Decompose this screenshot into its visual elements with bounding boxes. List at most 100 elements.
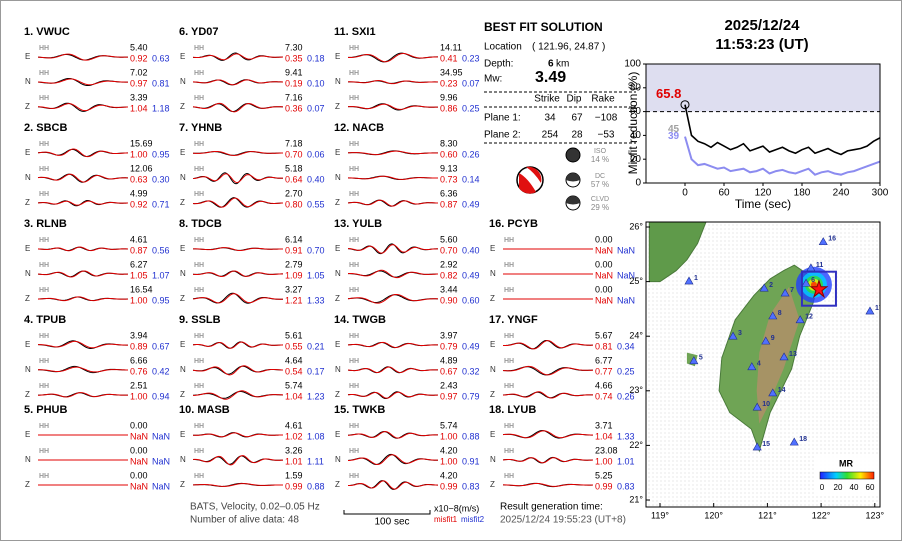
component-label: E bbox=[25, 52, 30, 61]
station-title: 1. VWUC bbox=[24, 26, 70, 38]
misfit2: 0.49 bbox=[462, 270, 480, 280]
component-label: E bbox=[335, 340, 340, 349]
station-label: 5 bbox=[699, 355, 703, 362]
lon-tick-label: 122° bbox=[812, 510, 831, 520]
colorbar-tick-label: 40 bbox=[850, 483, 859, 492]
channel-label: HH bbox=[39, 237, 49, 244]
misfit2: 0.83 bbox=[462, 481, 480, 491]
synthetic-trace bbox=[37, 392, 129, 398]
misfit1: 0.23 bbox=[440, 78, 458, 88]
channel-label: HH bbox=[194, 383, 204, 390]
amplitude: 7.02 bbox=[130, 67, 148, 77]
synthetic-trace bbox=[192, 53, 284, 61]
misfit1: 0.99 bbox=[285, 481, 303, 491]
synthetic-trace bbox=[347, 366, 439, 374]
station-title: 9. SSLB bbox=[179, 314, 221, 326]
component-label: Z bbox=[335, 390, 340, 399]
amplitude: 16.54 bbox=[130, 284, 153, 294]
misfit2: 1.07 bbox=[152, 270, 170, 280]
amplitude: 7.18 bbox=[285, 138, 303, 148]
misfit2: 0.42 bbox=[152, 366, 170, 376]
y-tick-label: 60 bbox=[630, 106, 642, 117]
plane-header: Strike bbox=[534, 94, 560, 105]
channel-label: HH bbox=[349, 358, 359, 365]
misfit1: 0.35 bbox=[285, 53, 303, 63]
misfit2: 1.33 bbox=[307, 295, 325, 305]
component-label: Z bbox=[335, 294, 340, 303]
misfit2: 0.81 bbox=[152, 78, 170, 88]
location-value: ( 121.96, 24.87 ) bbox=[532, 42, 605, 53]
misfit2: 0.63 bbox=[152, 53, 170, 63]
station-title: 16. PCYB bbox=[489, 218, 538, 230]
misfit1: 0.81 bbox=[595, 341, 613, 351]
component-label: N bbox=[25, 365, 31, 374]
amplitude: 4.20 bbox=[440, 445, 458, 455]
y-tick-label: 80 bbox=[630, 82, 642, 93]
misfit1: 0.63 bbox=[130, 174, 148, 184]
scale-bar bbox=[343, 510, 431, 515]
misfit2: 0.32 bbox=[462, 366, 480, 376]
misfit1: 0.87 bbox=[440, 199, 458, 209]
misfit2: 0.25 bbox=[462, 103, 480, 113]
plane-header: Rake bbox=[591, 94, 615, 105]
misfit1: 1.09 bbox=[285, 270, 303, 280]
component-label: E bbox=[335, 244, 340, 253]
channel-label: HH bbox=[194, 45, 204, 52]
beachball-compression bbox=[526, 166, 542, 183]
channel-label: HH bbox=[194, 262, 204, 269]
misfit2: 1.33 bbox=[617, 431, 635, 441]
station-marker bbox=[684, 276, 694, 285]
amplitude: 5.61 bbox=[285, 330, 303, 340]
component-label: N bbox=[335, 173, 341, 182]
synthetic-trace bbox=[347, 269, 439, 279]
misfit2: 0.26 bbox=[462, 149, 480, 159]
synthetic-trace bbox=[37, 53, 129, 61]
amplitude: 4.99 bbox=[130, 188, 148, 198]
amplitude: 0.00 bbox=[595, 234, 613, 244]
plane-value: −108 bbox=[595, 113, 618, 124]
channel-label: HH bbox=[504, 333, 514, 340]
misfit2: NaN bbox=[152, 481, 170, 491]
misfit1: 1.00 bbox=[440, 456, 458, 466]
y-tick-label: 40 bbox=[630, 130, 642, 141]
component-name: ISO bbox=[594, 148, 607, 155]
component-label: E bbox=[25, 244, 30, 253]
amplitude: 9.96 bbox=[440, 92, 458, 102]
misfit2: 0.23 bbox=[462, 53, 480, 63]
component-label: N bbox=[25, 173, 31, 182]
station-marker bbox=[752, 442, 762, 451]
component-label: N bbox=[25, 269, 31, 278]
misfit1: 0.76 bbox=[130, 366, 148, 376]
plane-header: Dip bbox=[566, 94, 581, 105]
station-title: 2. SBCB bbox=[24, 122, 67, 134]
component-label: Z bbox=[490, 390, 495, 399]
component-label: N bbox=[335, 455, 341, 464]
amplitude: 2.51 bbox=[130, 380, 148, 390]
component-label: N bbox=[180, 455, 186, 464]
time: 11:53:23 (UT) bbox=[715, 36, 808, 53]
channel-label: HH bbox=[194, 333, 204, 340]
lat-tick-label: 22° bbox=[629, 440, 643, 450]
legend-misfit2: misfit2 bbox=[461, 515, 485, 524]
component-label: Z bbox=[25, 198, 30, 207]
colorbar-title: MR bbox=[839, 458, 853, 468]
component-label: N bbox=[180, 269, 186, 278]
x-tick-label: 180 bbox=[794, 188, 811, 199]
misfit2: 0.91 bbox=[462, 456, 480, 466]
annotation: 65.8 bbox=[656, 86, 681, 101]
misfit1: 0.90 bbox=[440, 295, 458, 305]
synthetic-trace bbox=[37, 200, 129, 206]
misfit1: 0.91 bbox=[285, 245, 303, 255]
misfit1: 0.86 bbox=[440, 103, 458, 113]
lat-tick-label: 26° bbox=[629, 221, 643, 231]
mw-value: 3.49 bbox=[535, 69, 566, 86]
amplitude: 6.36 bbox=[440, 188, 458, 198]
channel-label: HH bbox=[504, 383, 514, 390]
synthetic-trace bbox=[347, 80, 439, 85]
misfit1: 1.21 bbox=[285, 295, 303, 305]
synthetic-trace bbox=[347, 391, 439, 399]
synthetic-trace bbox=[347, 431, 439, 439]
channel-label: HH bbox=[39, 262, 49, 269]
channel-label: HH bbox=[349, 448, 359, 455]
